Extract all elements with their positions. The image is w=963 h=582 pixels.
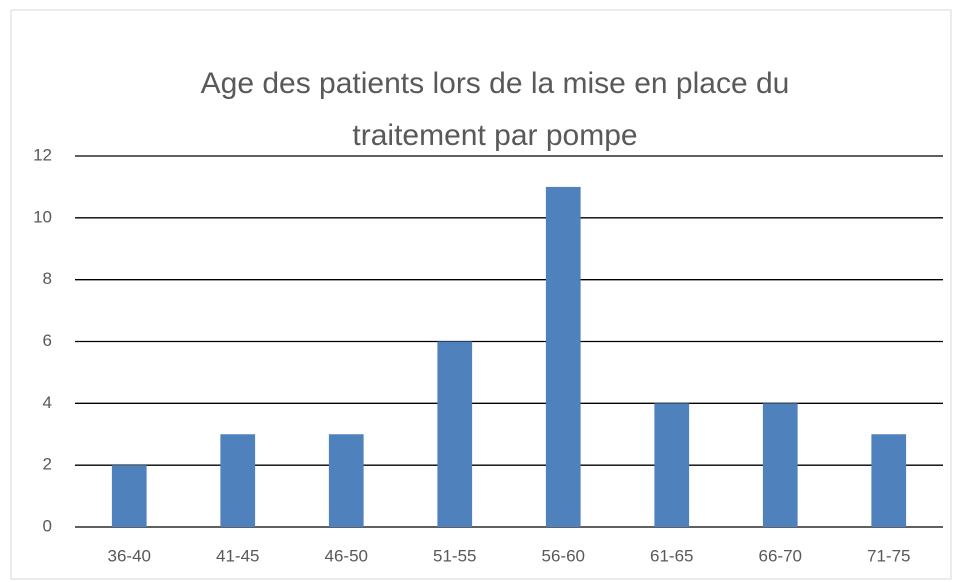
y-tick-label: 10 (33, 207, 52, 226)
bar (871, 434, 907, 527)
y-tick-label: 8 (43, 269, 52, 288)
bar (654, 403, 690, 527)
bar (762, 403, 798, 527)
x-tick-label: 61-65 (650, 546, 693, 565)
bar (111, 465, 147, 527)
x-tick-label: 51-55 (433, 546, 476, 565)
bar (328, 434, 364, 527)
y-tick-label: 2 (43, 455, 52, 474)
x-tick-label: 36-40 (108, 546, 151, 565)
y-tick-label: 0 (43, 516, 52, 535)
bar (545, 186, 581, 527)
x-tick-label: 71-75 (867, 546, 910, 565)
bar (437, 341, 473, 527)
x-tick-label: 56-60 (542, 546, 585, 565)
x-tick-label: 46-50 (325, 546, 368, 565)
y-tick-label: 12 (33, 145, 52, 164)
y-tick-label: 6 (43, 331, 52, 350)
x-tick-label: 66-70 (759, 546, 802, 565)
bar (220, 434, 256, 527)
chart-title: Age des patients lors de la mise en plac… (200, 67, 790, 152)
x-tick-label: 41-45 (216, 546, 259, 565)
y-tick-label: 4 (43, 393, 52, 412)
